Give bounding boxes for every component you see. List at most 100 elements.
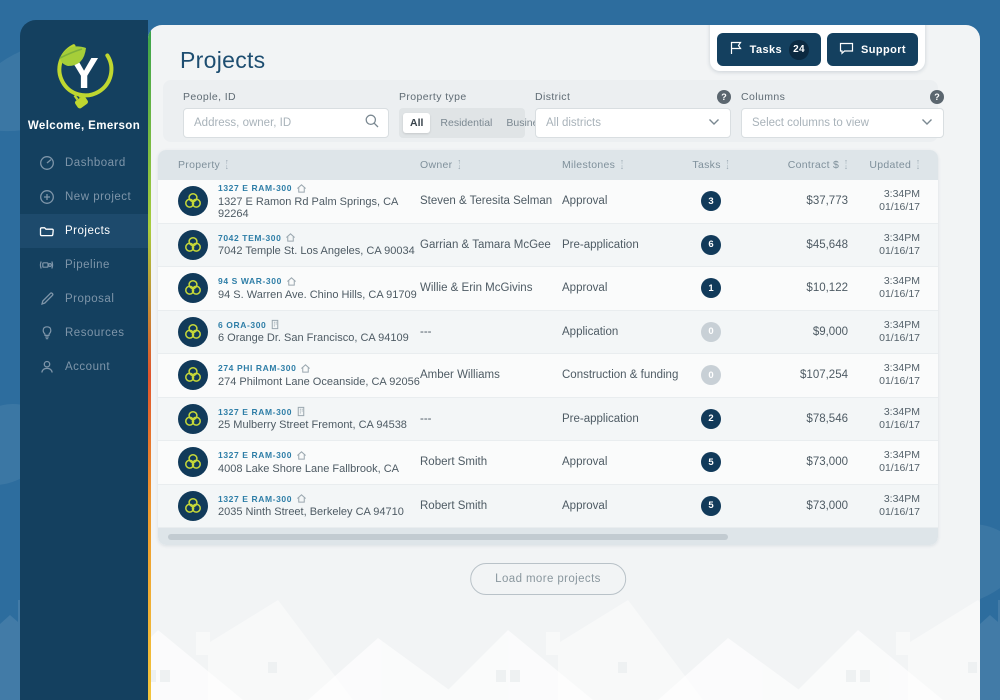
- table-row[interactable]: 1327 E RAM-300 4008 Lake Shore Lane Fall…: [158, 441, 938, 485]
- support-button[interactable]: Support: [827, 33, 918, 66]
- property-address: 4008 Lake Shore Lane Fallbrook, CA: [218, 462, 400, 475]
- property-address: 2035 Ninth Street, Berkeley CA 94710: [218, 506, 404, 519]
- project-avatar-icon: [178, 186, 208, 217]
- property-type-residential[interactable]: Residential: [440, 117, 493, 129]
- sidebar-item-new-project[interactable]: New project: [20, 180, 148, 214]
- table-row[interactable]: 1327 E RAM-300 25 Mulberry Street Fremon…: [158, 397, 938, 441]
- sidebar-item-label: Proposal: [65, 293, 115, 305]
- owner-cell: Garrian & Tamara McGee: [420, 238, 551, 251]
- updated-date: 01/16/17: [879, 462, 920, 475]
- sidebar-item-projects[interactable]: Projects: [20, 214, 148, 248]
- chevron-down-icon: [921, 117, 933, 129]
- table-row[interactable]: 7042 TEM-300 7042 Temple St. Los Angeles…: [158, 223, 938, 267]
- sidebar-item-label: Projects: [65, 225, 111, 237]
- sort-icon: ↑ ↓: [457, 159, 462, 171]
- contract-cell: $37,773: [806, 195, 848, 208]
- table-body: 1327 E RAM-300 1327 E Ramon Rd Palm Spri…: [158, 180, 938, 528]
- updated-date: 01/16/17: [879, 331, 920, 344]
- columns-select[interactable]: Select columns to view: [741, 108, 944, 138]
- scrollbar-thumb[interactable]: [168, 533, 728, 540]
- search-box: [183, 108, 389, 138]
- updated-time: 3:34PM: [883, 275, 920, 288]
- column-header-property[interactable]: Property ↑ ↓: [178, 159, 229, 171]
- sidebar-item-dashboard[interactable]: Dashboard: [20, 146, 148, 180]
- sidebar-item-account[interactable]: Account: [20, 350, 148, 384]
- district-help-icon[interactable]: ?: [717, 89, 731, 104]
- search-icon[interactable]: [364, 113, 380, 134]
- people-id-label: People, ID: [183, 90, 237, 103]
- project-avatar-icon: [178, 229, 208, 260]
- contract-cell: $9,000: [812, 325, 848, 338]
- table-row[interactable]: 1327 E RAM-300 2035 Ninth Street, Berkel…: [158, 484, 938, 528]
- tasks-badge: 5: [701, 452, 721, 473]
- updated-date: 01/16/17: [879, 288, 920, 301]
- tasks-badge: 1: [701, 278, 721, 299]
- house-icon: [296, 183, 307, 194]
- logo-icon: Y: [57, 44, 114, 109]
- project-avatar-icon: [178, 360, 208, 391]
- updated-date: 01/16/17: [879, 418, 920, 431]
- updated-cell: 3:34PM 01/16/17: [848, 449, 920, 475]
- company-logo: Y: [46, 34, 122, 118]
- owner-cell: Willie & Erin McGivins: [420, 282, 533, 295]
- milestone-cell: Approval: [562, 456, 608, 469]
- column-header-milestones[interactable]: Milestones ↑ ↓: [562, 159, 625, 171]
- updated-time: 3:34PM: [883, 188, 920, 201]
- project-avatar-icon: [178, 447, 208, 478]
- table-row[interactable]: 1327 E RAM-300 1327 E Ramon Rd Palm Spri…: [158, 180, 938, 224]
- sidebar-item-label: Pipeline: [65, 259, 110, 271]
- project-avatar-icon: [178, 273, 208, 304]
- owner-cell: ---: [420, 412, 432, 425]
- house-icon: [300, 363, 311, 374]
- milestone-cell: Construction & funding: [562, 369, 679, 382]
- updated-cell: 3:34PM 01/16/17: [848, 406, 920, 432]
- columns-help-icon[interactable]: ?: [930, 89, 944, 104]
- updated-date: 01/16/17: [879, 244, 920, 257]
- sort-icon: ↑ ↓: [620, 159, 625, 171]
- property-code: 6 ORA-300: [218, 319, 267, 330]
- table-row[interactable]: 94 S WAR-300 94 S. Warren Ave. Chino Hil…: [158, 267, 938, 311]
- pipeline-icon: [38, 257, 55, 274]
- sort-icon: ↑ ↓: [916, 159, 920, 171]
- updated-cell: 3:34PM 01/16/17: [848, 362, 920, 388]
- sidebar-item-pipeline[interactable]: Pipeline: [20, 248, 148, 282]
- tasks-badge: 0: [701, 365, 721, 386]
- updated-time: 3:34PM: [883, 449, 920, 462]
- sidebar-nav: Dashboard New project Projects Pipeline …: [20, 146, 148, 384]
- milestone-cell: Application: [562, 325, 619, 338]
- updated-cell: 3:34PM 01/16/17: [848, 188, 920, 214]
- search-input[interactable]: [194, 117, 364, 129]
- column-header-contract[interactable]: Contract $ ↑ ↓: [787, 159, 848, 171]
- property-code: 1327 E RAM-300: [218, 450, 293, 461]
- district-select[interactable]: All districts: [535, 108, 731, 138]
- sidebar-item-label: Dashboard: [65, 157, 126, 169]
- milestone-cell: Approval: [562, 195, 608, 208]
- property-type-all[interactable]: All: [403, 113, 431, 133]
- sort-icon: ↑ ↓: [725, 159, 730, 171]
- property-address: 7042 Temple St. Los Angeles, CA 90034: [218, 245, 415, 258]
- tasks-badge: 5: [701, 495, 721, 516]
- column-header-tasks[interactable]: Tasks ↑ ↓: [692, 159, 730, 171]
- horizontal-scrollbar: [158, 528, 938, 545]
- milestone-cell: Approval: [562, 282, 608, 295]
- property-address: 274 Philmont Lane Oceanside, CA 92056: [218, 375, 420, 388]
- sidebar-item-proposal[interactable]: Proposal: [20, 282, 148, 316]
- tasks-count-badge: 24: [789, 39, 810, 60]
- plus-circle-icon: [38, 189, 55, 206]
- load-more-button[interactable]: Load more projects: [470, 563, 626, 595]
- owner-cell: Amber Williams: [420, 369, 500, 382]
- table-row[interactable]: 6 ORA-300 6 Orange Dr. San Francisco, CA…: [158, 310, 938, 354]
- property-code: 1327 E RAM-300: [218, 493, 293, 504]
- column-header-updated[interactable]: Updated ↑ ↓: [869, 159, 920, 171]
- contract-cell: $73,000: [806, 456, 848, 469]
- house-icon: [296, 450, 307, 461]
- contract-cell: $10,122: [806, 282, 848, 295]
- tasks-badge: 0: [701, 321, 721, 342]
- updated-time: 3:34PM: [883, 231, 920, 244]
- column-header-owner[interactable]: Owner ↑ ↓: [420, 159, 462, 171]
- table-row[interactable]: 274 PHI RAM-300 274 Philmont Lane Oceans…: [158, 354, 938, 398]
- sidebar-item-resources[interactable]: Resources: [20, 316, 148, 350]
- filter-bar: People, ID Property type All Residential…: [163, 80, 944, 142]
- tasks-badge: 6: [701, 234, 721, 255]
- tasks-button[interactable]: Tasks 24: [716, 33, 822, 66]
